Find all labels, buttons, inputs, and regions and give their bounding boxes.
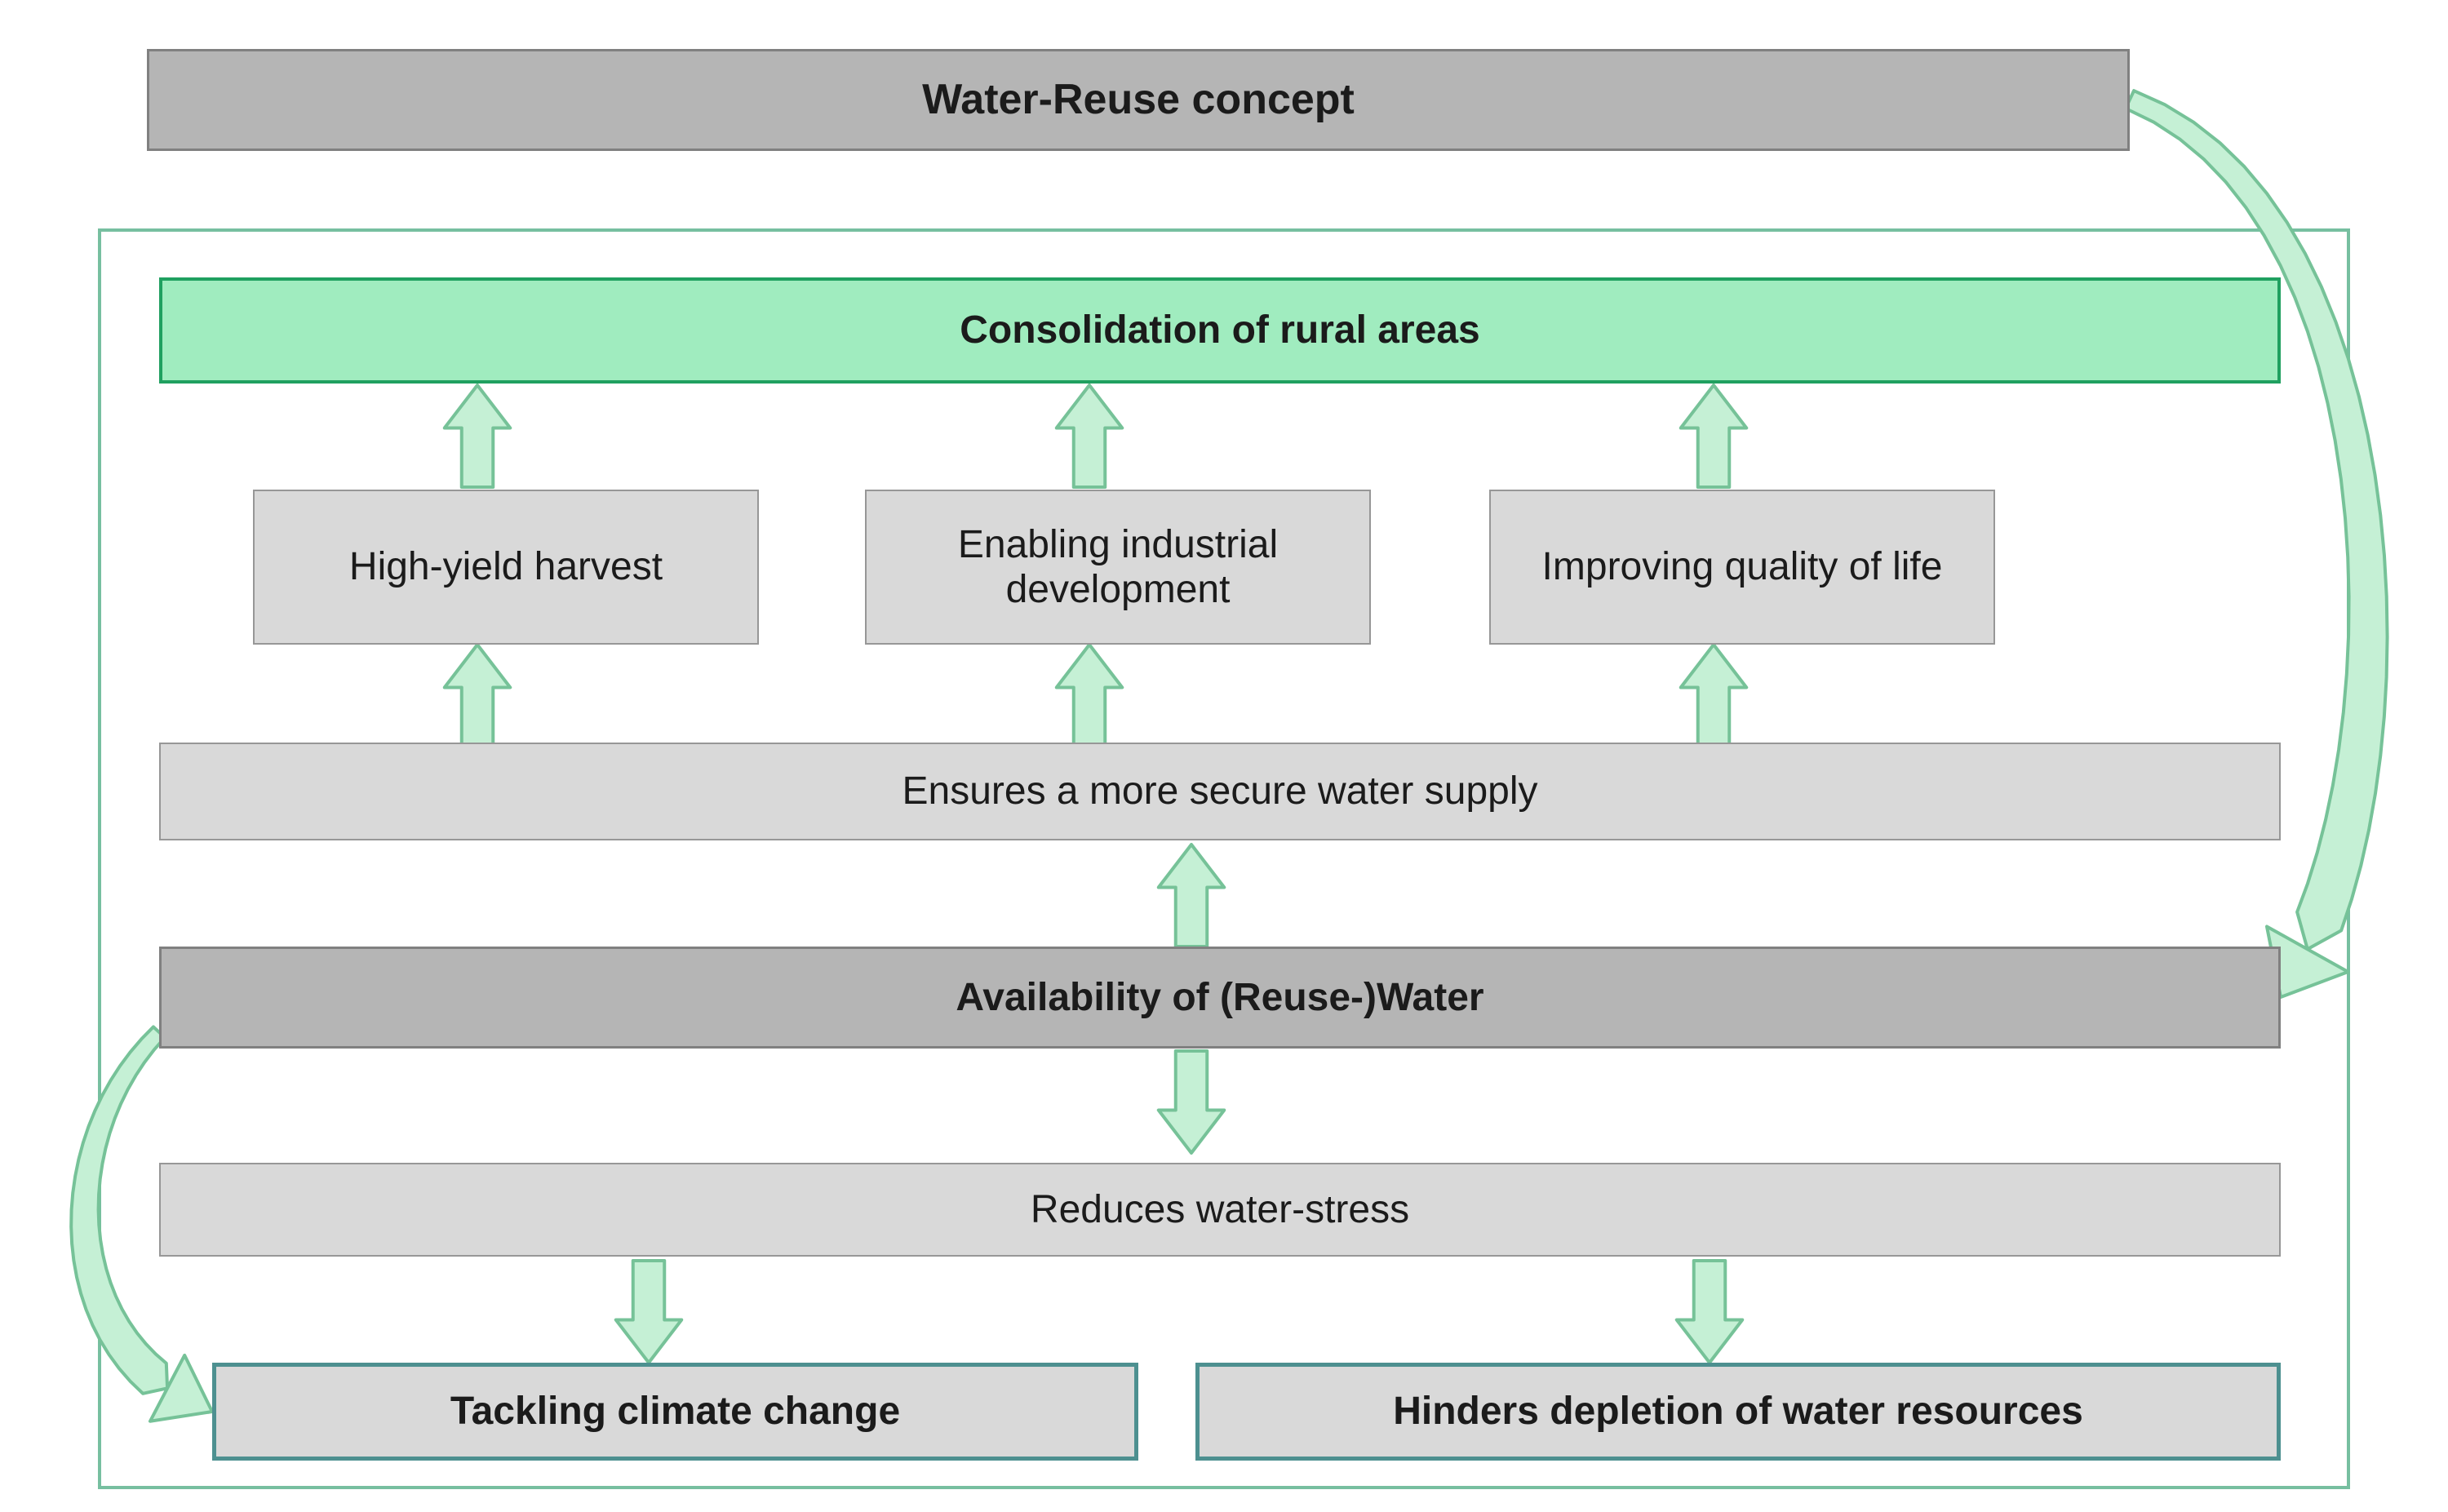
title-box: Water-Reuse concept: [147, 49, 2130, 151]
consolidation-text: Consolidation of rural areas: [960, 308, 1479, 353]
climate-text: Tackling climate change: [450, 1389, 900, 1434]
harvest-text: High-yield harvest: [349, 544, 663, 589]
industrial-box: Enabling industrial development: [865, 490, 1371, 645]
industrial-text: Enabling industrial development: [883, 522, 1353, 612]
depletion-text: Hinders depletion of water resources: [1393, 1389, 2083, 1434]
climate-box: Tackling climate change: [212, 1363, 1138, 1461]
quality-box: Improving quality of life: [1489, 490, 1995, 645]
availability-text: Availability of (Reuse-)Water: [956, 975, 1483, 1020]
harvest-box: High-yield harvest: [253, 490, 759, 645]
reduces-stress-text: Reduces water-stress: [1031, 1187, 1409, 1232]
quality-text: Improving quality of life: [1542, 544, 1943, 589]
consolidation-box: Consolidation of rural areas: [159, 277, 2281, 384]
availability-box: Availability of (Reuse-)Water: [159, 947, 2281, 1049]
reduces-stress-box: Reduces water-stress: [159, 1163, 2281, 1257]
secure-supply-box: Ensures a more secure water supply: [159, 743, 2281, 840]
depletion-box: Hinders depletion of water resources: [1195, 1363, 2281, 1461]
secure-supply-text: Ensures a more secure water supply: [902, 769, 1537, 814]
title-text: Water-Reuse concept: [922, 76, 1355, 125]
outer-frame: [98, 228, 2350, 1489]
